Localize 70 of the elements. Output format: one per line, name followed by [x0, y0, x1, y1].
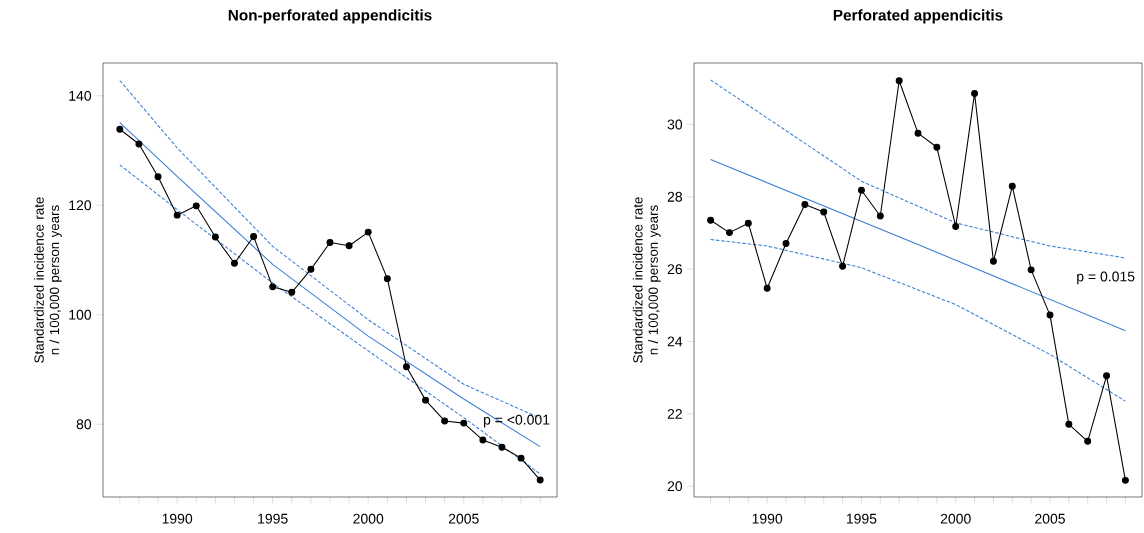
- point: [517, 454, 525, 462]
- point: [288, 288, 296, 296]
- point: [536, 476, 544, 484]
- point: [1046, 311, 1054, 319]
- point: [116, 125, 124, 133]
- point: [498, 443, 506, 451]
- point: [1084, 437, 1092, 445]
- point: [460, 419, 468, 427]
- point: [725, 229, 733, 237]
- y-tick-label: 120: [69, 200, 92, 211]
- point: [876, 212, 884, 220]
- x-tick-label: 2005: [1035, 513, 1065, 524]
- x-tick-label: 2000: [940, 513, 971, 524]
- point: [230, 259, 238, 267]
- point: [782, 240, 790, 247]
- point: [933, 143, 941, 151]
- y-tick-label: 100: [69, 309, 92, 320]
- point: [763, 284, 771, 292]
- chart-title: Perforated appendicitis: [833, 9, 1003, 24]
- y-axis-title: Standardized incidence rate n / 100,000 person years: [632, 197, 661, 363]
- point: [402, 363, 410, 371]
- point: [1121, 476, 1129, 484]
- x-tick-label: 1995: [846, 513, 877, 524]
- point: [154, 173, 162, 181]
- x-tick-label: 1990: [752, 513, 783, 524]
- point: [1008, 182, 1016, 190]
- point: [326, 239, 334, 246]
- point: [989, 257, 997, 265]
- x-tick-label: 2000: [353, 513, 384, 524]
- point: [422, 396, 430, 404]
- point: [135, 140, 143, 148]
- point: [1065, 420, 1073, 428]
- point: [250, 233, 258, 240]
- point: [801, 200, 809, 208]
- point: [269, 283, 277, 291]
- point: [1103, 372, 1111, 380]
- point: [839, 262, 847, 270]
- point: [173, 211, 181, 219]
- y-tick-label: 20: [667, 481, 683, 492]
- point: [211, 233, 219, 241]
- point: [1027, 266, 1035, 274]
- x-tick-label: 1990: [162, 513, 193, 524]
- point: [707, 216, 715, 224]
- point: [345, 242, 353, 250]
- point: [192, 202, 200, 210]
- point: [971, 89, 979, 97]
- y-axis-title: Standardized incidence rate n / 100,000 person years: [34, 197, 62, 363]
- point: [364, 228, 372, 236]
- y-tick-label: 22: [667, 408, 682, 419]
- y-tick-label: 26: [667, 264, 683, 275]
- point: [307, 265, 315, 273]
- line-series: [710, 79, 1126, 259]
- y-tick-label: 30: [667, 119, 683, 130]
- point: [441, 417, 449, 425]
- point: [914, 129, 922, 137]
- y-tick-label: 80: [76, 419, 92, 430]
- x-tick-label: 1995: [258, 513, 288, 524]
- annotation: p = 0.015: [1077, 271, 1135, 285]
- y-tick-label: 24: [667, 336, 683, 347]
- point: [895, 77, 903, 85]
- y-tick-label: 28: [667, 191, 683, 202]
- point: [744, 219, 752, 227]
- point: [820, 208, 828, 216]
- chart-title: Non-perforated appendicitis: [228, 9, 432, 24]
- point: [952, 223, 960, 230]
- x-tick-label: 2005: [448, 513, 479, 524]
- point: [479, 436, 487, 444]
- point: [857, 186, 865, 194]
- point: [383, 275, 391, 283]
- y-tick-label: 140: [69, 90, 92, 101]
